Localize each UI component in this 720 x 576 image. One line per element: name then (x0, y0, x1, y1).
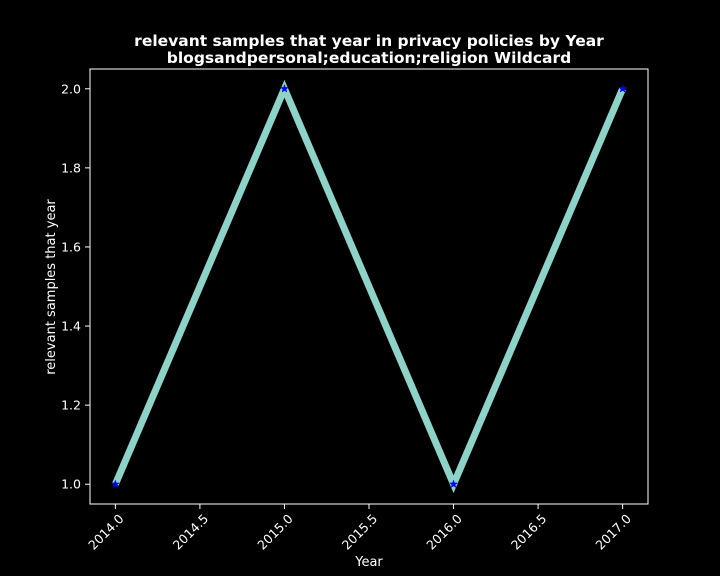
y-tick-label: 2.0 (61, 81, 81, 96)
data-point (110, 479, 120, 489)
y-tick-label: 1.6 (61, 239, 81, 254)
y-tick-label: 1.8 (61, 160, 81, 175)
series-line (112, 79, 626, 494)
series-layer (110, 79, 628, 494)
data-point (618, 84, 628, 93)
chart-subtitle: blogsandpersonal;education;religion Wild… (167, 49, 571, 67)
y-axis: 1.0 1.2 1.4 1.6 1.8 2.0 (61, 81, 90, 492)
data-point (279, 84, 289, 93)
data-point (449, 479, 459, 489)
y-tick-label: 1.4 (61, 319, 81, 334)
y-tick-label: 1.2 (61, 398, 81, 413)
x-axis-label: Year (354, 555, 383, 570)
chart-title: relevant samples that year in privacy po… (134, 32, 604, 50)
y-tick-label: 1.0 (61, 477, 81, 492)
y-axis-label: relevant samples that year (44, 199, 59, 375)
